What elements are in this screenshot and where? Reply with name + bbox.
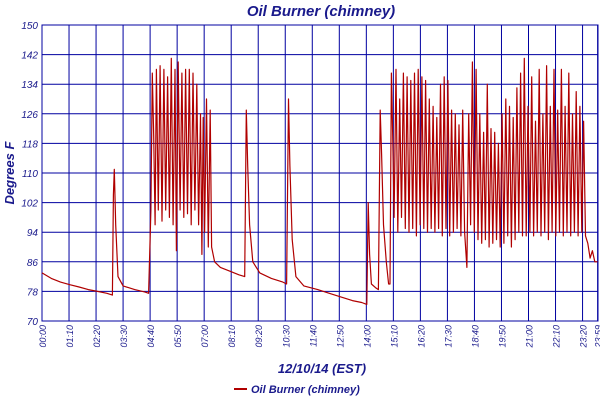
y-tick-label: 70 [27,317,39,328]
x-tick-label: 05:50 [173,325,183,348]
y-tick-label: 78 [27,287,39,298]
y-tick-label: 142 [21,51,38,62]
legend-label: Oil Burner (chimney) [251,384,360,396]
y-tick-label: 94 [27,228,39,239]
x-tick-label: 21:00 [525,325,535,349]
series-layer [41,57,598,305]
x-tick-label: 12:50 [335,325,345,348]
x-tick-label: 23:20 [579,325,589,349]
y-tick-label: 110 [22,169,38,180]
x-tick-label: 16:20 [416,325,426,348]
x-tick-label: 17:30 [443,325,453,348]
x-tick-label: 03:30 [119,325,129,348]
y-tick-label: 102 [21,199,38,210]
y-tick-labels: 70 78 86 94 102 110 118 126 134 142 150 [21,21,38,328]
plot-frame [41,24,599,322]
series-line [41,57,598,305]
x-tick-label: 18:40 [470,325,480,348]
y-tick-label: 150 [21,21,38,32]
x-tick-label: 15:10 [389,325,399,348]
chart-title: Oil Burner (chimney) [247,3,395,20]
x-tick-label: 07:00 [200,325,210,348]
x-tick-label: 22:10 [552,325,562,349]
x-tick-label: 14:00 [362,325,372,348]
x-tick-label: 04:40 [146,325,156,348]
x-tick-label: 00:00 [38,325,48,348]
x-tick-labels: 00:00 01:10 02:20 03:30 04:40 05:50 07:00 08:10… [38,325,600,349]
x-axis-label: 12/10/14 (EST) [278,361,366,376]
y-tick-label: 86 [27,258,39,269]
x-tick-label: 08:10 [227,325,237,348]
x-tick-label: 23:59 [594,325,600,349]
x-tick-label: 11:40 [308,325,318,347]
x-tick-label: 01:10 [65,325,75,348]
y-tick-label: 118 [22,139,38,150]
y-axis-label: Degrees F [2,141,17,205]
legend: Oil Burner (chimney) [234,384,360,396]
y-tick-label: 126 [21,110,38,121]
x-tick-label: 19:50 [497,325,507,348]
y-tick-label: 134 [21,80,38,91]
x-tick-label: 02:20 [92,325,102,348]
x-tick-label: 10:30 [281,325,291,348]
x-tick-label: 09:20 [254,325,264,348]
